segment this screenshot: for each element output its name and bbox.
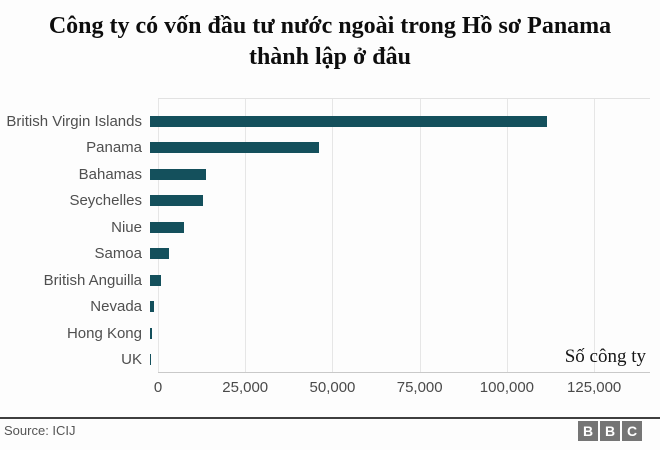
- x-tick-label: 100,000: [479, 379, 535, 396]
- chart-title-text: Công ty có vốn đầu tư nước ngoài trong H…: [48, 13, 612, 70]
- bar-track: [150, 168, 642, 180]
- source-credit: Source: ICIJ: [4, 423, 76, 438]
- x-axis-label: Số công ty: [564, 346, 646, 367]
- bar-track: [150, 274, 642, 286]
- category-label: Hong Kong: [66, 324, 142, 342]
- x-tick-label: 0: [153, 379, 163, 396]
- bar-track: [150, 142, 642, 154]
- x-tick-label: 75,000: [396, 379, 443, 396]
- gridline: [419, 99, 421, 372]
- bar-row: Hong Kong: [0, 320, 660, 347]
- category-label: British Virgin Islands: [6, 112, 142, 130]
- bbc-logo-letter: B: [600, 421, 620, 441]
- category-label: Nevada: [90, 298, 142, 316]
- bbc-logo-letter: B: [578, 421, 598, 441]
- bar: [150, 142, 319, 154]
- bar-chart: British Virgin Islands Panama Bahamas Seych…: [0, 98, 660, 373]
- gridline: [594, 99, 596, 372]
- bar-track: [150, 115, 642, 127]
- bar-row: British Virgin Islands: [0, 108, 660, 135]
- x-tick-label: 125,000: [567, 379, 622, 396]
- bar: [150, 274, 162, 286]
- x-tick-label: 25,000: [222, 379, 269, 396]
- category-label: Bahamas: [78, 165, 142, 183]
- bar-row: Seychelles: [0, 188, 660, 215]
- chart-title: Công ty có vốn đầu tư nước ngoài trong H…: [0, 11, 660, 73]
- bar-rows: British Virgin Islands Panama Bahamas Seych…: [0, 98, 660, 373]
- bar-row: Panama: [0, 135, 660, 162]
- bar-row: Samoa: [0, 241, 660, 268]
- footer-divider: [0, 417, 660, 419]
- category-label: Samoa: [94, 245, 142, 263]
- bar: [150, 168, 206, 180]
- category-label: Niue: [111, 218, 142, 236]
- bar-track: [150, 221, 642, 233]
- gridline: [506, 99, 508, 372]
- category-label: British Anguilla: [43, 271, 142, 289]
- bar-track: [150, 195, 642, 207]
- category-label: UK: [121, 351, 142, 369]
- category-label: Seychelles: [69, 192, 142, 210]
- x-tick-label: 50,000: [309, 379, 356, 396]
- bar: [150, 195, 203, 207]
- plot-gridlines: [158, 98, 650, 373]
- bar: [150, 301, 155, 313]
- gridline: [158, 99, 159, 372]
- bar-track: [150, 354, 642, 366]
- bar-track: [150, 301, 642, 313]
- bar: [150, 221, 184, 233]
- bar-track: [150, 327, 642, 339]
- bar: [150, 248, 169, 260]
- bar-row: Niue: [0, 214, 660, 241]
- x-axis-ticks: 0 25,000 50,000 75,000 100,000 125,000: [0, 376, 660, 398]
- bar-row: British Anguilla: [0, 267, 660, 294]
- bar: [150, 327, 152, 339]
- bar-row: UK: [0, 347, 660, 374]
- bbc-logo-letter: C: [622, 421, 642, 441]
- gridline: [245, 99, 247, 372]
- bar-track: [150, 248, 642, 260]
- bar-row: Nevada: [0, 294, 660, 321]
- category-label: Panama: [86, 139, 142, 157]
- bar: [150, 115, 547, 127]
- gridline: [332, 99, 334, 372]
- bar-row: Bahamas: [0, 161, 660, 188]
- bar: [150, 354, 151, 366]
